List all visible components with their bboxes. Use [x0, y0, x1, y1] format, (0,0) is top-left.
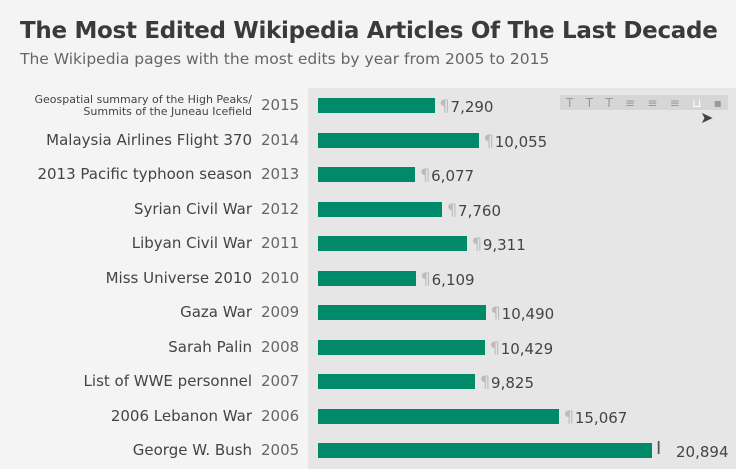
category-label: Miss Universe 2010 — [105, 268, 252, 287]
year-label: 2013 — [261, 165, 300, 183]
year-label: 2005 — [261, 441, 300, 459]
year-label: 2006 — [261, 406, 300, 425]
bar — [318, 270, 416, 286]
value-label: 10,490 — [501, 305, 555, 323]
value-label: 6,077 — [431, 167, 475, 185]
bar — [318, 98, 435, 113]
value-label: 15,067 — [574, 408, 628, 427]
year-label: 2012 — [261, 199, 300, 218]
text-normal-icon[interactable]: T — [605, 95, 613, 110]
pilcrow-icon: ¶ — [480, 372, 491, 391]
pilcrow-icon: ¶ — [420, 165, 431, 184]
align-left-icon[interactable]: ≡ — [625, 95, 636, 110]
text-bold-icon[interactable]: T — [566, 95, 574, 110]
category-label: Syrian Civil War — [133, 199, 252, 218]
value-label: 9,825 — [491, 374, 534, 392]
value-label: 7,290 — [450, 98, 494, 116]
year-label: 2011 — [261, 234, 300, 252]
category-label: Malaysia Airlines Flight 370 — [46, 130, 252, 149]
value-label: 7,760 — [458, 201, 501, 220]
category-label: Geospatial summary of the High Peaks/Geo… — [34, 94, 252, 118]
bar — [318, 167, 416, 182]
pilcrow-icon: ¶ — [447, 199, 458, 219]
year-label: 2009 — [261, 303, 300, 321]
year-label: 2007 — [261, 372, 300, 390]
mouse-pointer-icon: ➤ — [700, 108, 714, 127]
pilcrow-icon: ¶ — [420, 268, 431, 288]
align-center-icon[interactable]: ≡ — [647, 95, 658, 110]
category-label: 2006 Lebanon War — [110, 406, 252, 425]
bar — [318, 201, 443, 217]
value-label: 20,894 — [676, 443, 729, 461]
value-label: 6,109 — [431, 270, 475, 289]
bar — [318, 374, 476, 389]
pilcrow-icon: ¶ — [439, 96, 450, 115]
category-label: List of WWE personnel — [83, 372, 252, 390]
bar — [318, 443, 652, 458]
bar — [318, 408, 559, 424]
text-italic-icon[interactable]: T — [585, 95, 594, 110]
pilcrow-icon: ¶ — [489, 337, 500, 357]
value-label: 9,311 — [482, 236, 526, 254]
year-label: 2015 — [261, 96, 300, 114]
pilcrow-icon: ¶ — [490, 303, 501, 322]
category-label-text-line2: Summits of the Juneau Icefield — [83, 105, 252, 118]
align-right-icon[interactable]: ≡ — [669, 95, 680, 110]
category-label: Gaza War — [180, 303, 252, 321]
delete-icon[interactable]: ▪ — [713, 95, 722, 110]
bar — [318, 236, 467, 251]
save-icon[interactable]: ⊔ — [692, 95, 702, 110]
category-label: George W. Bush — [132, 441, 252, 459]
category-label: Libyan Civil War — [131, 234, 252, 252]
edit-toolbar: T T T ≡ ≡ ≡ ⊔ ▪ — [560, 95, 728, 110]
pilcrow-icon: ¶ — [471, 234, 483, 253]
chart-subtitle: The Wikipedia pages with the most edits … — [20, 50, 550, 68]
category-label-line1: Geospatial summary of the High Peaks/ — [34, 93, 252, 106]
bar — [318, 339, 485, 355]
year-label: 2008 — [261, 337, 300, 356]
year-label: 2010 — [261, 268, 300, 287]
bar — [318, 132, 479, 148]
text-cursor-icon: I — [656, 438, 662, 459]
value-label: 10,429 — [500, 339, 554, 358]
chart-title: The Most Edited Wikipedia Articles Of Th… — [20, 18, 718, 44]
year-label: 2014 — [261, 130, 300, 149]
category-label: Sarah Palin — [168, 337, 252, 356]
value-label: 10,055 — [494, 132, 548, 151]
pilcrow-icon: ¶ — [483, 130, 494, 150]
bar — [318, 305, 486, 320]
pilcrow-icon: ¶ — [563, 406, 575, 426]
category-label: 2013 Pacific typhoon season — [37, 165, 252, 183]
